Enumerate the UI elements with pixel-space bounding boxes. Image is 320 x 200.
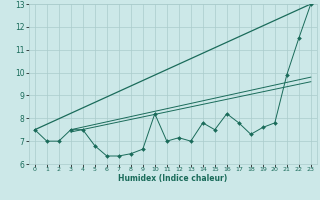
X-axis label: Humidex (Indice chaleur): Humidex (Indice chaleur) xyxy=(118,174,228,183)
